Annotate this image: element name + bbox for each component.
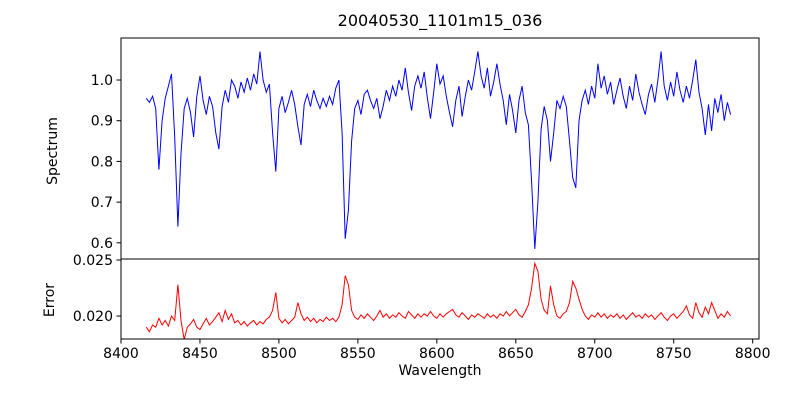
error-ytick-label: 0.020 — [73, 309, 113, 325]
plot-title: 20040530_1101m15_036 — [337, 11, 543, 30]
error-line — [145, 261, 732, 339]
spectrum-ytick-label: 0.8 — [91, 154, 113, 170]
xtick-label: 8800 — [735, 346, 771, 362]
xtick-label: 8700 — [577, 346, 613, 362]
xtick-label: 8600 — [419, 346, 455, 362]
spectrum-ytick-label: 1.0 — [91, 73, 113, 89]
xtick-label: 8750 — [656, 346, 692, 362]
error-ytick-label: 0.025 — [73, 253, 113, 269]
spectrum-ytick-label: 0.9 — [91, 114, 113, 130]
xtick-label: 8450 — [182, 346, 218, 362]
spectrum-ytick-label: 0.6 — [91, 236, 113, 252]
error-axes-frame — [120, 258, 760, 340]
xtick-label: 8500 — [261, 346, 297, 362]
xtick-label: 8650 — [498, 346, 534, 362]
wavelength-axis-label: Wavelength — [398, 363, 482, 379]
error-axis-label: Error — [42, 282, 58, 318]
xtick-label: 8400 — [103, 346, 139, 362]
spectrum-line — [145, 51, 732, 249]
xtick-label: 8550 — [340, 346, 376, 362]
spectrum-ytick-label: 0.7 — [91, 195, 113, 211]
